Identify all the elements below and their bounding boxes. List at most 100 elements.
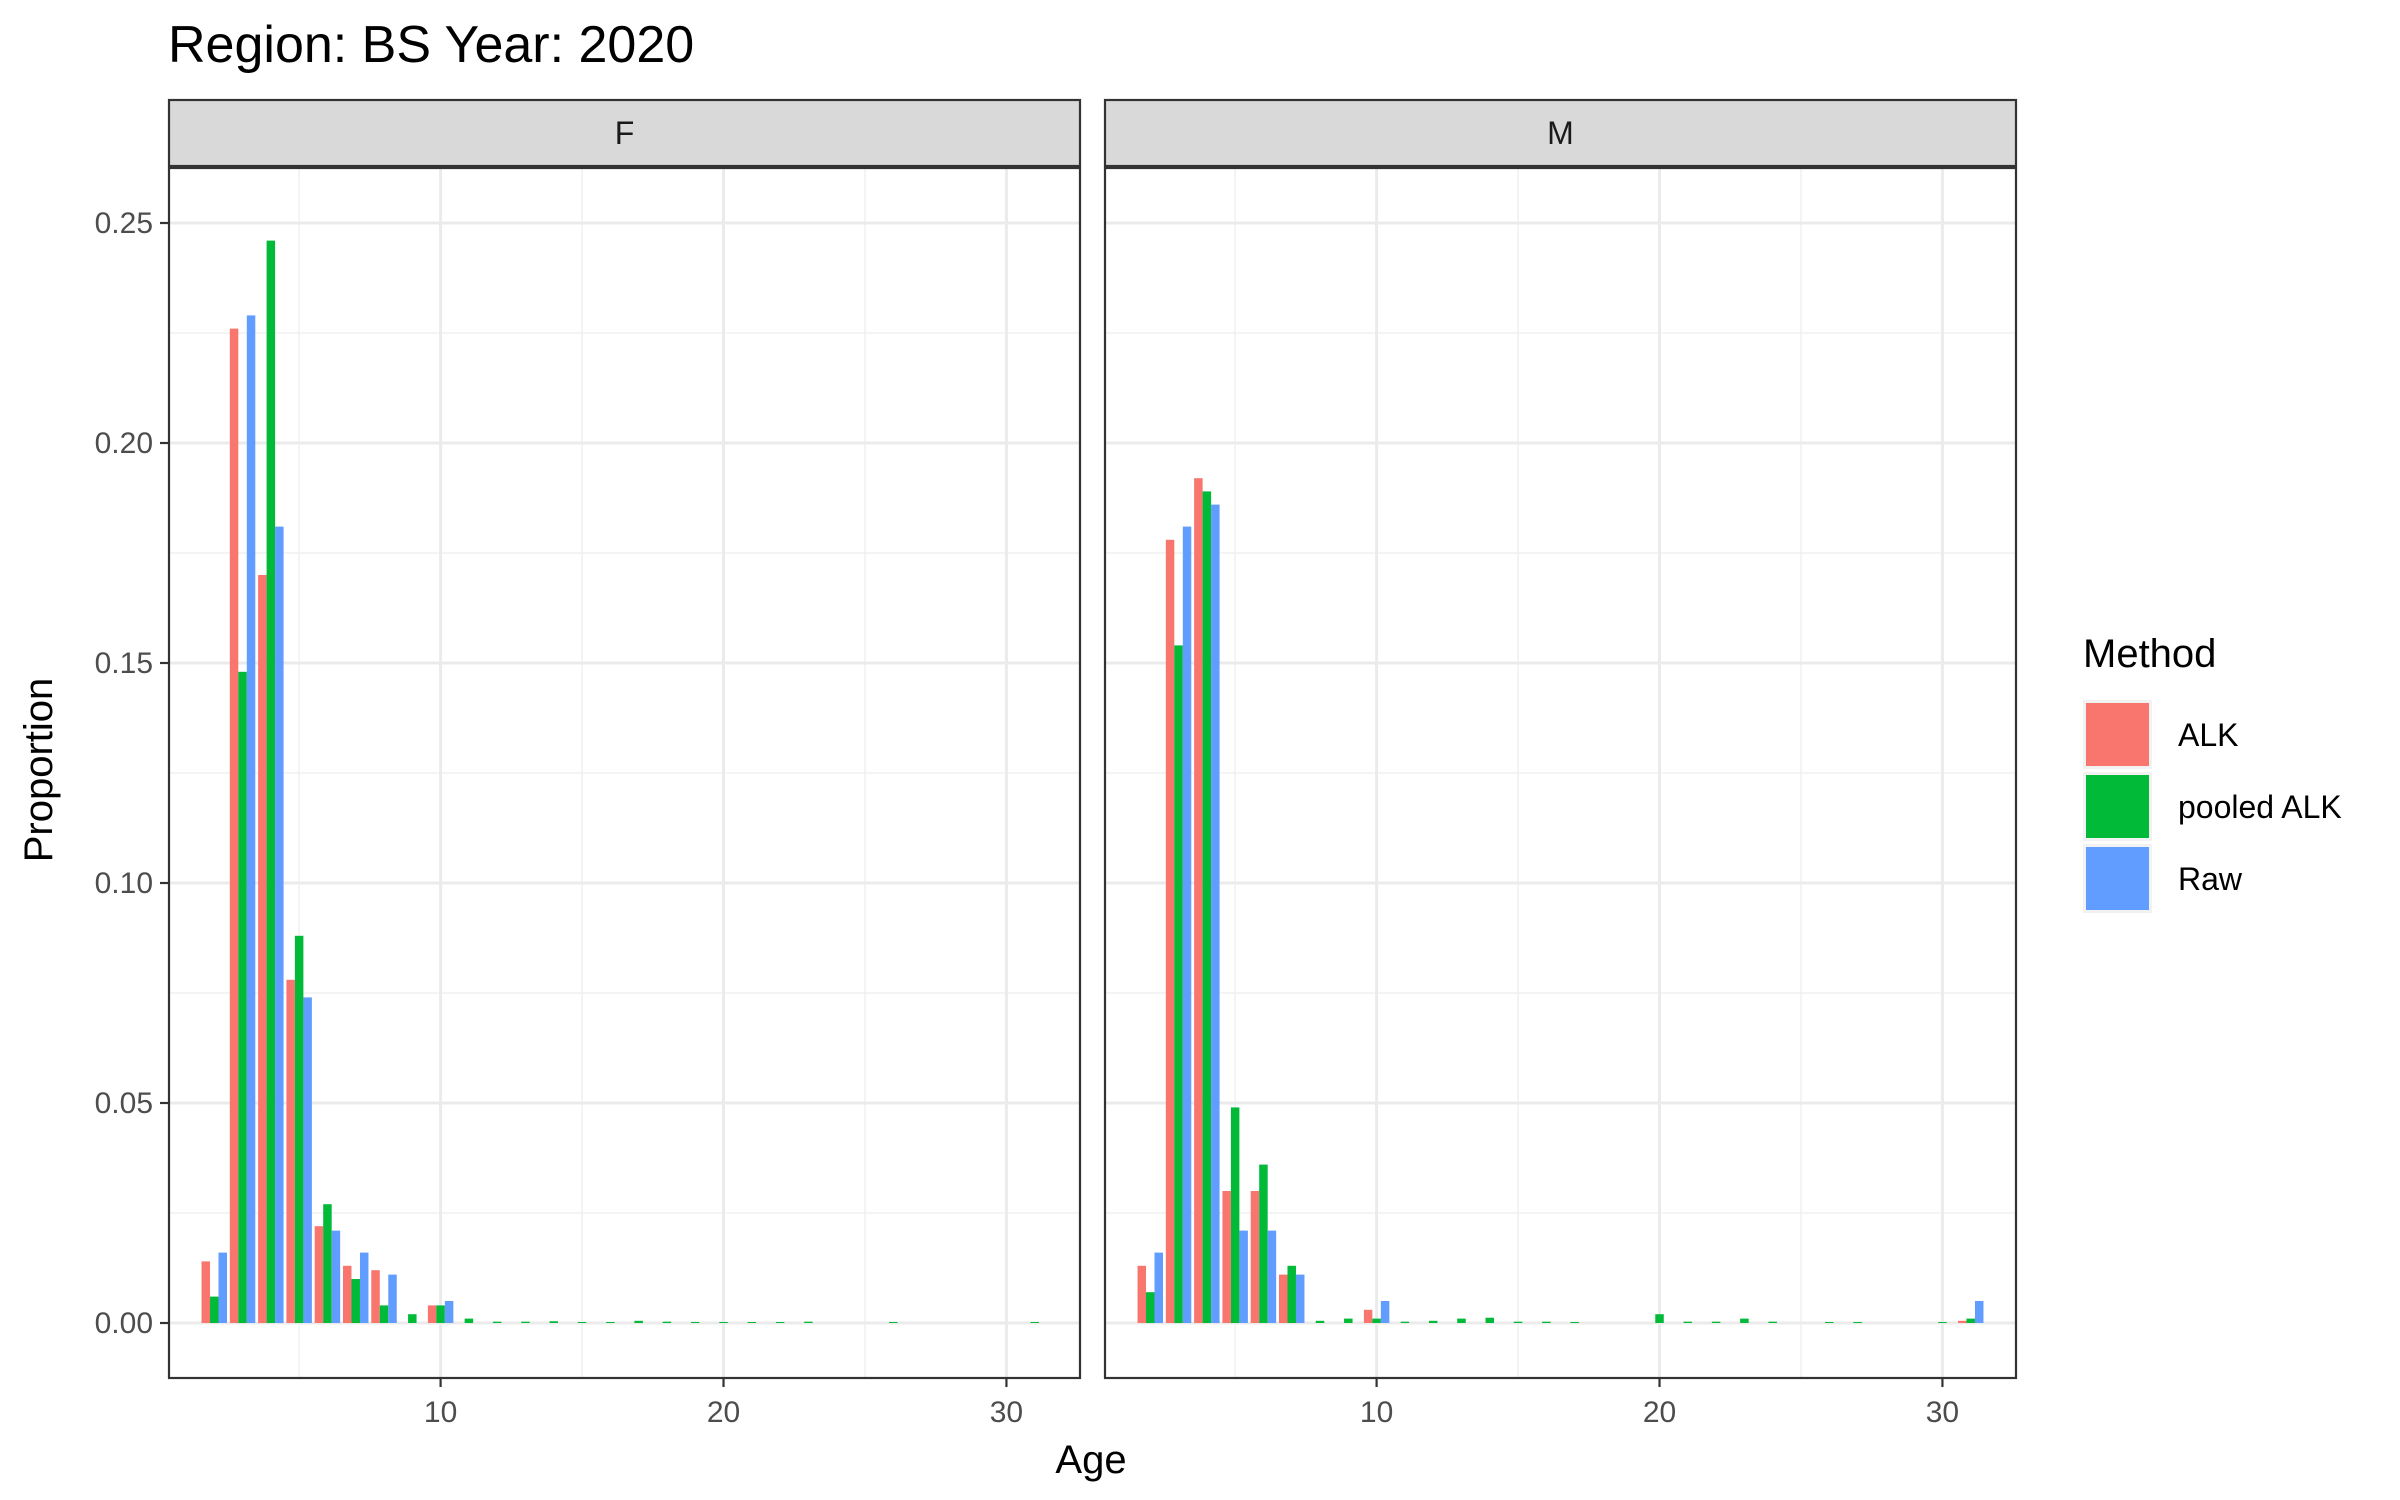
legend: Method ALK pooled ALK Raw xyxy=(2083,632,2342,913)
bar-pooled-alk xyxy=(1372,1318,1381,1323)
bar-pooled-alk xyxy=(1570,1322,1579,1323)
bar-pooled-alk xyxy=(210,1296,219,1323)
bar-pooled-alk xyxy=(1202,491,1212,1323)
bar-pooled-alk xyxy=(1344,1318,1353,1323)
bar-pooled-alk xyxy=(1400,1321,1410,1323)
bar-pooled-alk xyxy=(1174,645,1183,1323)
x-tick-label: 30 xyxy=(990,1396,1023,1429)
bar-alk xyxy=(1363,1309,1373,1323)
y-tick-label: 0.25 xyxy=(95,207,153,240)
bar-alk xyxy=(314,1226,324,1323)
bar-pooled-alk xyxy=(1315,1320,1325,1323)
bar-alk xyxy=(258,575,267,1323)
x-tick-label: 20 xyxy=(707,1396,740,1429)
bar-pooled-alk xyxy=(549,1321,559,1323)
bar-pooled-alk xyxy=(379,1305,389,1323)
bar-pooled-alk xyxy=(1853,1322,1862,1323)
legend-label: ALK xyxy=(2178,717,2238,753)
y-tick-label: 0.10 xyxy=(95,867,153,900)
facet-panels: F 10 20 30 0.00 0.05 0.10 0.15 0.20 0.25 M 10 20 30 xyxy=(95,98,2018,1429)
bar-pooled-alk xyxy=(804,1321,813,1323)
bar-raw xyxy=(1267,1230,1277,1323)
bar-raw xyxy=(275,526,284,1323)
y-tick-label: 0.20 xyxy=(95,427,153,460)
bar-pooled-alk xyxy=(436,1305,445,1323)
bar-pooled-alk xyxy=(1655,1314,1664,1323)
facet-strip-label: M xyxy=(1547,115,1574,151)
y-tick-label: 0.00 xyxy=(95,1307,153,1340)
legend-swatch-alk xyxy=(2086,703,2149,766)
bar-pooled-alk xyxy=(1768,1321,1777,1323)
bar-pooled-alk xyxy=(408,1314,417,1323)
bar-pooled-alk xyxy=(464,1318,474,1323)
bar-pooled-alk xyxy=(1485,1317,1495,1323)
legend-swatch-pooled-alk xyxy=(2086,775,2149,838)
bar-raw xyxy=(359,1252,369,1323)
bar-raw xyxy=(1974,1301,1984,1323)
bar-raw xyxy=(388,1274,397,1323)
y-tick-label: 0.05 xyxy=(95,1087,153,1120)
bar-pooled-alk xyxy=(1966,1318,1975,1323)
bar-alk xyxy=(427,1305,437,1323)
bar-alk xyxy=(229,328,239,1324)
bar-pooled-alk xyxy=(1287,1265,1296,1323)
bar-pooled-alk xyxy=(1711,1321,1721,1323)
facet-strip xyxy=(167,98,1082,168)
bar-pooled-alk xyxy=(1740,1318,1749,1323)
bar-pooled-alk xyxy=(662,1321,672,1323)
bar-alk xyxy=(342,1265,352,1323)
facet-panel-F: F 10 20 30 0.00 0.05 0.10 0.15 0.20 0.25 xyxy=(95,98,1082,1429)
bar-pooled-alk xyxy=(521,1321,530,1323)
bar-raw xyxy=(1239,1230,1248,1323)
bar-pooled-alk xyxy=(238,671,247,1323)
bar-pooled-alk xyxy=(889,1322,898,1323)
bar-raw xyxy=(444,1301,454,1323)
bar-alk xyxy=(1250,1191,1260,1323)
bar-pooled-alk xyxy=(577,1322,587,1323)
bar-pooled-alk xyxy=(1825,1322,1834,1323)
x-tick-label: 10 xyxy=(424,1396,457,1429)
legend-label: Raw xyxy=(2178,861,2243,897)
panel-border xyxy=(167,166,1082,1380)
chart-title: Region: BS Year: 2020 xyxy=(168,16,694,74)
bar-alk xyxy=(1222,1191,1231,1323)
bar-pooled-alk xyxy=(1146,1292,1155,1323)
bar-pooled-alk xyxy=(1230,1107,1240,1323)
y-axis-title: Proportion xyxy=(17,678,61,863)
bar-pooled-alk xyxy=(634,1320,643,1323)
bar-pooled-alk xyxy=(1513,1321,1523,1323)
bar-raw xyxy=(1154,1252,1163,1323)
bar-raw xyxy=(303,997,312,1323)
bar-pooled-alk xyxy=(747,1322,757,1323)
bar-pooled-alk xyxy=(294,935,304,1323)
x-tick-label: 30 xyxy=(1926,1396,1959,1429)
bar-raw xyxy=(246,315,256,1323)
facet-strip xyxy=(1103,98,2018,168)
bar-alk xyxy=(371,1270,380,1323)
bar-alk xyxy=(201,1261,211,1323)
legend-swatch-raw xyxy=(2086,847,2149,910)
bar-pooled-alk xyxy=(1457,1318,1466,1323)
bar-raw xyxy=(218,1252,227,1323)
bar-pooled-alk xyxy=(1428,1320,1438,1323)
bar-pooled-alk xyxy=(1030,1322,1039,1323)
bar-pooled-alk xyxy=(1938,1322,1947,1323)
bar-pooled-alk xyxy=(1542,1321,1551,1323)
bar-pooled-alk xyxy=(1683,1321,1693,1323)
bar-alk xyxy=(1278,1274,1288,1323)
x-tick-label: 20 xyxy=(1643,1396,1676,1429)
bar-pooled-alk xyxy=(606,1322,615,1323)
bar-alk xyxy=(1194,478,1203,1323)
bar-raw xyxy=(331,1230,341,1323)
legend-title: Method xyxy=(2083,632,2216,676)
bar-pooled-alk xyxy=(351,1279,360,1323)
bar-raw xyxy=(1295,1274,1305,1323)
x-tick-label: 10 xyxy=(1360,1396,1393,1429)
legend-label: pooled ALK xyxy=(2178,789,2342,825)
bar-pooled-alk xyxy=(1259,1164,1268,1323)
bar-raw xyxy=(1211,504,1220,1324)
bar-alk xyxy=(1137,1265,1147,1323)
bar-raw xyxy=(1380,1301,1390,1323)
bars xyxy=(201,240,1039,1324)
